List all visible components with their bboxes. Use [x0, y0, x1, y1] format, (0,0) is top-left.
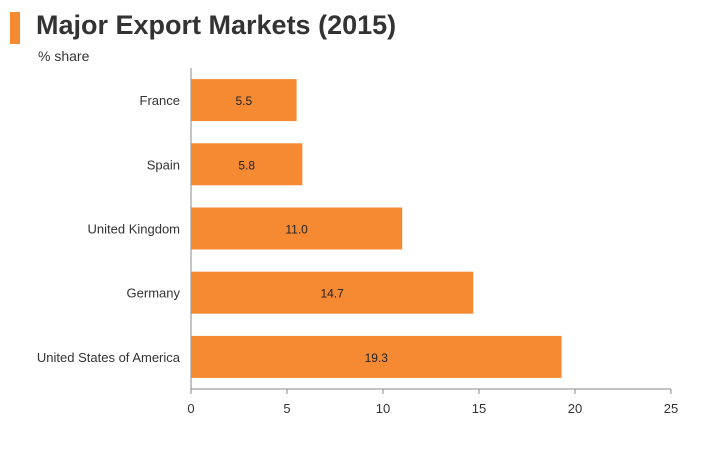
x-tick-label-2: 10 — [376, 401, 390, 416]
category-label-2: United Kingdom — [88, 222, 181, 237]
x-tick-label-3: 15 — [472, 401, 486, 416]
category-label-0: France — [140, 93, 180, 108]
category-label-1: Spain — [147, 157, 180, 172]
value-label-0: 5.5 — [235, 94, 252, 108]
x-tick-label-0: 0 — [187, 401, 194, 416]
bar-1 — [191, 143, 303, 186]
title-accent-bar — [10, 12, 20, 44]
category-label-4: United States of America — [37, 350, 181, 365]
chart-subtitle: % share — [38, 48, 90, 64]
bar-2 — [191, 207, 403, 250]
chart-title: Major Export Markets (2015) — [36, 10, 397, 40]
value-label-3: 14.7 — [320, 287, 344, 301]
x-tick-label-5: 25 — [664, 401, 678, 416]
value-label-2: 11.0 — [285, 223, 308, 237]
x-tick-label-1: 5 — [283, 401, 290, 416]
bar-0 — [191, 79, 297, 122]
bar-3 — [191, 271, 474, 314]
value-label-1: 5.8 — [238, 158, 255, 172]
x-tick-label-4: 20 — [568, 401, 582, 416]
value-label-4: 19.3 — [365, 351, 389, 365]
category-label-3: Germany — [127, 286, 181, 301]
bar-4 — [191, 335, 562, 378]
